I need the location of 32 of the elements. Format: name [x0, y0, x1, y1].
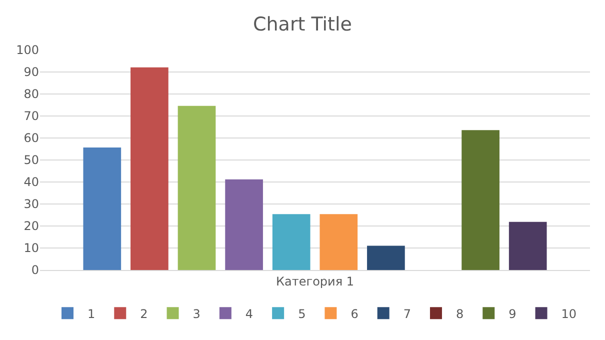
bar [462, 130, 500, 270]
legend-label: 7 [403, 306, 411, 321]
legend-label: 2 [140, 306, 148, 321]
legend-label: 5 [298, 306, 306, 321]
legend-label: 9 [508, 306, 516, 321]
legend-label: 3 [192, 306, 200, 321]
y-tick-label: 60 [24, 131, 39, 146]
bar [178, 106, 216, 270]
y-tick-label: 70 [24, 109, 39, 124]
bar [83, 147, 122, 270]
y-tick-label: 40 [24, 175, 39, 190]
legend-label: 1 [88, 306, 96, 321]
y-tick-label: 0 [31, 263, 39, 278]
bar [272, 214, 310, 270]
bar [130, 67, 168, 270]
y-tick-label: 50 [24, 153, 39, 168]
y-tick-label: 90 [24, 65, 39, 80]
legend-label: 10 [561, 306, 577, 321]
x-tick-label: Категория 1 [276, 274, 354, 288]
bar [225, 179, 263, 270]
bar [508, 222, 547, 270]
y-tick-label: 30 [24, 197, 39, 212]
legend-label: 4 [245, 306, 254, 321]
bar [320, 214, 358, 270]
y-tick-label: 80 [24, 87, 39, 102]
bar [367, 246, 405, 270]
y-tick-label: 20 [24, 219, 39, 234]
legend-label: 8 [456, 306, 464, 321]
chart-title: Chart Title [253, 13, 352, 36]
y-tick-label: 10 [24, 241, 39, 256]
legend-label: 6 [350, 306, 358, 321]
y-tick-label: 100 [16, 43, 39, 58]
